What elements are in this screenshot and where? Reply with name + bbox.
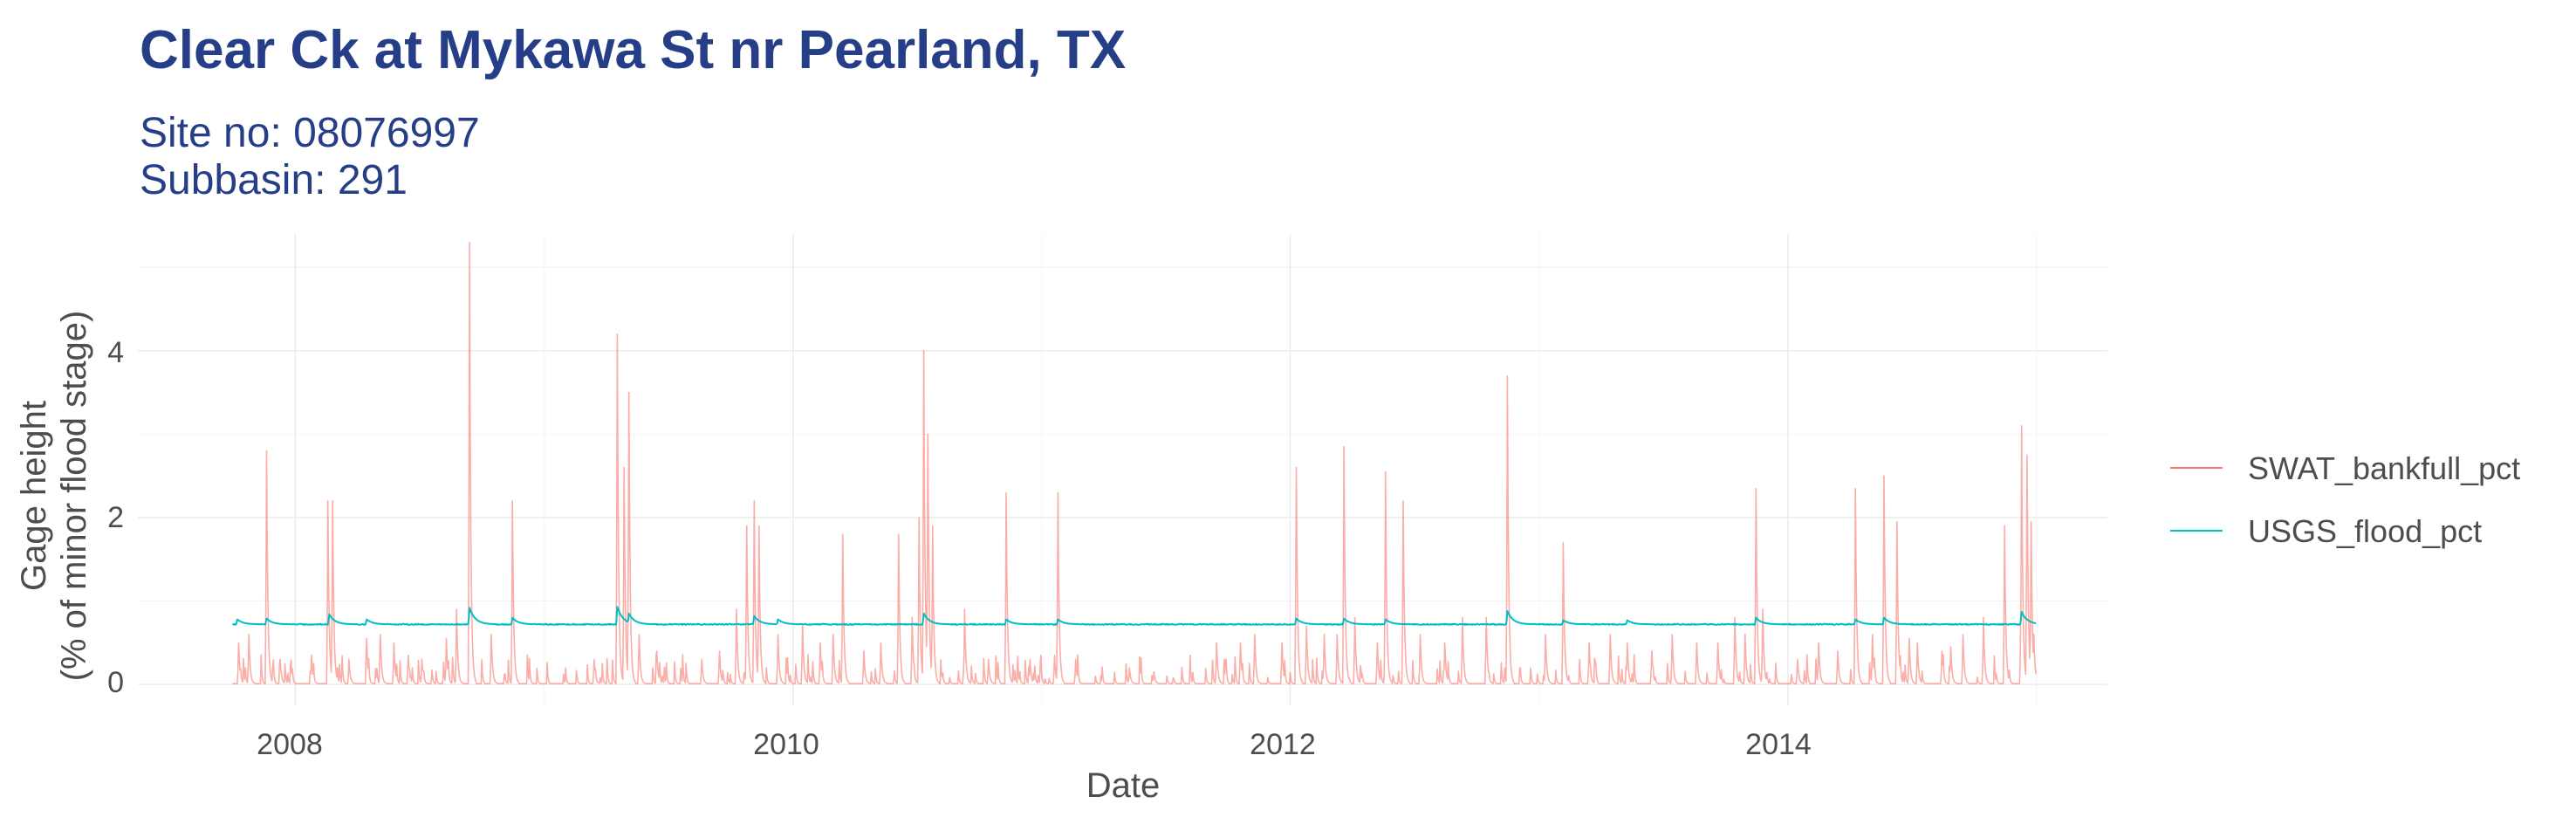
chart-title: Clear Ck at Mykawa St nr Pearland, TX (140, 20, 1126, 80)
x-tick-label: 2012 (1250, 728, 1316, 761)
grid (138, 234, 2107, 705)
x-axis-ticks: 2008 2010 2012 2014 (257, 728, 1812, 761)
x-tick-label: 2010 (753, 728, 819, 761)
y-axis-ticks: 0 2 4 (107, 336, 124, 699)
series-line-swat (232, 241, 2037, 684)
y-tick-label: 4 (107, 336, 124, 369)
y-tick-label: 2 (107, 501, 124, 534)
x-tick-label: 2014 (1745, 728, 1812, 761)
x-tick-label: 2008 (257, 728, 323, 761)
y-tick-label: 0 (107, 666, 124, 699)
x-axis-label: Date (1086, 766, 1161, 805)
y-axis-label-line2: (% of minor flood stage) (55, 311, 93, 682)
series-layer (231, 241, 2037, 684)
legend: SWAT_bankfull_pct USGS_flood_pct (2170, 450, 2520, 549)
chart-subtitle-subbasin: Subbasin: 291 (140, 157, 408, 203)
legend-label-usgs: USGS_flood_pct (2248, 513, 2482, 549)
chart-subtitle-site: Site no: 08076997 (140, 110, 480, 156)
y-axis-label-line1: Gage height (15, 401, 53, 591)
y-axis-label-group: Gage height (% of minor flood stage) (15, 311, 93, 682)
legend-label-swat: SWAT_bankfull_pct (2248, 450, 2520, 486)
series-line-usgs (231, 606, 2037, 626)
